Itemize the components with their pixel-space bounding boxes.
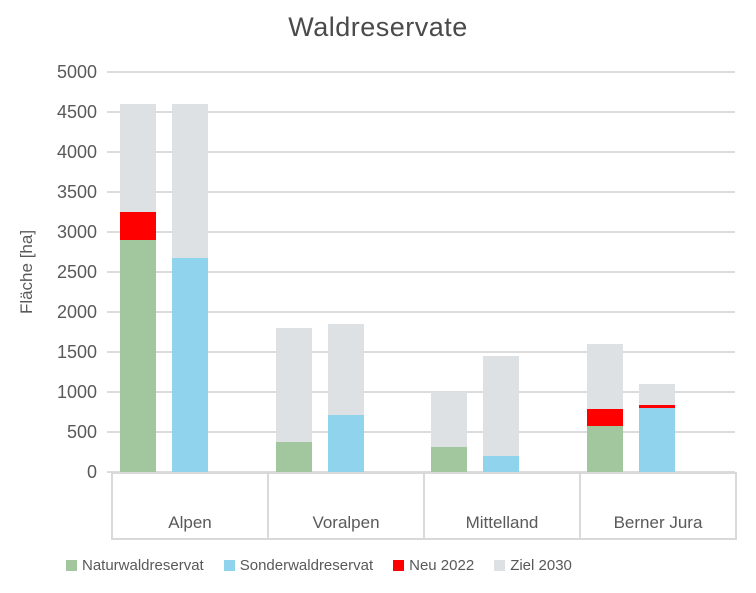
bar-mittelland-slot0 [431,392,467,472]
bar-segment-ziel-2030 [276,328,312,443]
bar-segment-naturwaldreservat [120,240,156,472]
bar-segment-neu-2022 [587,408,623,426]
bar-voralpen-slot0 [276,328,312,472]
legend-item-naturwaldreservat: Naturwaldreservat [66,557,204,574]
bar-segment-neu-2022 [639,404,675,408]
x-category-label-mittelland: Mittelland [425,474,581,538]
gridline-2500 [107,271,735,273]
chart-legend: Naturwaldreservat Sonderwaldreservat Neu 2… [66,557,572,574]
bar-berner-jura-slot1 [639,384,675,472]
gridline-1500 [107,351,735,353]
bar-segment-ziel-2030 [328,324,364,416]
gridline-3500 [107,191,735,193]
bar-segment-ziel-2030 [639,384,675,405]
legend-label: Sonderwaldreservat [239,557,374,574]
bar-segment-sonderwaldreservat [639,408,675,472]
gridline-4000 [107,151,735,153]
y-tick-label-0: 0 [86,462,97,482]
y-tick-label-1000: 1000 [56,382,97,402]
bar-segment-ziel-2030 [120,104,156,212]
gridline-5000 [107,71,735,73]
chart-title: Waldreservate [288,12,468,42]
legend-swatch-icon [223,560,235,571]
bar-alpen-slot1 [172,104,208,472]
x-axis-category-band: Alpen Voralpen Mittelland Berner Jura [111,472,737,540]
bar-segment-ziel-2030 [483,356,519,456]
bar-segment-naturwaldreservat [587,426,623,472]
legend-item-sonderwaldreservat: Sonderwaldreservat [223,557,374,574]
bar-segment-naturwaldreservat [276,442,312,472]
legend-swatch-icon [494,560,506,571]
gridline-3000 [107,231,735,233]
bar-segment-neu-2022 [120,212,156,240]
legend-label: Ziel 2030 [510,557,572,574]
gridline-1000 [107,391,735,393]
bar-segment-ziel-2030 [431,392,467,448]
x-category-label-voralpen: Voralpen [269,474,425,538]
bar-segment-ziel-2030 [172,104,208,259]
legend-label: Neu 2022 [409,557,475,574]
legend-item-neu-2022: Neu 2022 [393,557,474,574]
plot-area [107,71,735,473]
bar-mittelland-slot1 [483,356,519,472]
bar-voralpen-slot1 [328,324,364,472]
y-tick-label-4500: 4500 [56,102,97,122]
bar-berner-jura-slot0 [587,344,623,472]
y-tick-label-2000: 2000 [56,302,97,322]
y-tick-label-5000: 5000 [56,62,97,82]
x-category-label-alpen: Alpen [113,474,269,538]
legend-swatch-icon [66,560,77,571]
gridline-500 [107,431,735,433]
bar-segment-sonderwaldreservat [328,415,364,472]
legend-swatch-icon [393,560,405,571]
gridline-4500 [107,111,735,113]
legend-item-ziel-2030: Ziel 2030 [494,557,572,574]
bar-segment-ziel-2030 [587,344,623,409]
bar-segment-sonderwaldreservat [483,456,519,472]
y-tick-label-500: 500 [66,422,97,442]
bar-segment-naturwaldreservat [431,447,467,472]
x-category-label-berner-jura: Berner Jura [613,513,703,532]
y-tick-label-2500: 2500 [56,262,97,282]
bar-alpen-slot0 [120,104,156,472]
y-tick-label-3500: 3500 [56,182,97,202]
gridline-2000 [107,311,735,313]
bar-segment-sonderwaldreservat [172,258,208,472]
y-tick-label-3000: 3000 [56,222,97,242]
y-tick-label-1500: 1500 [56,342,97,362]
y-tick-label-4000: 4000 [56,142,97,162]
legend-label: Naturwaldreservat [82,557,204,574]
